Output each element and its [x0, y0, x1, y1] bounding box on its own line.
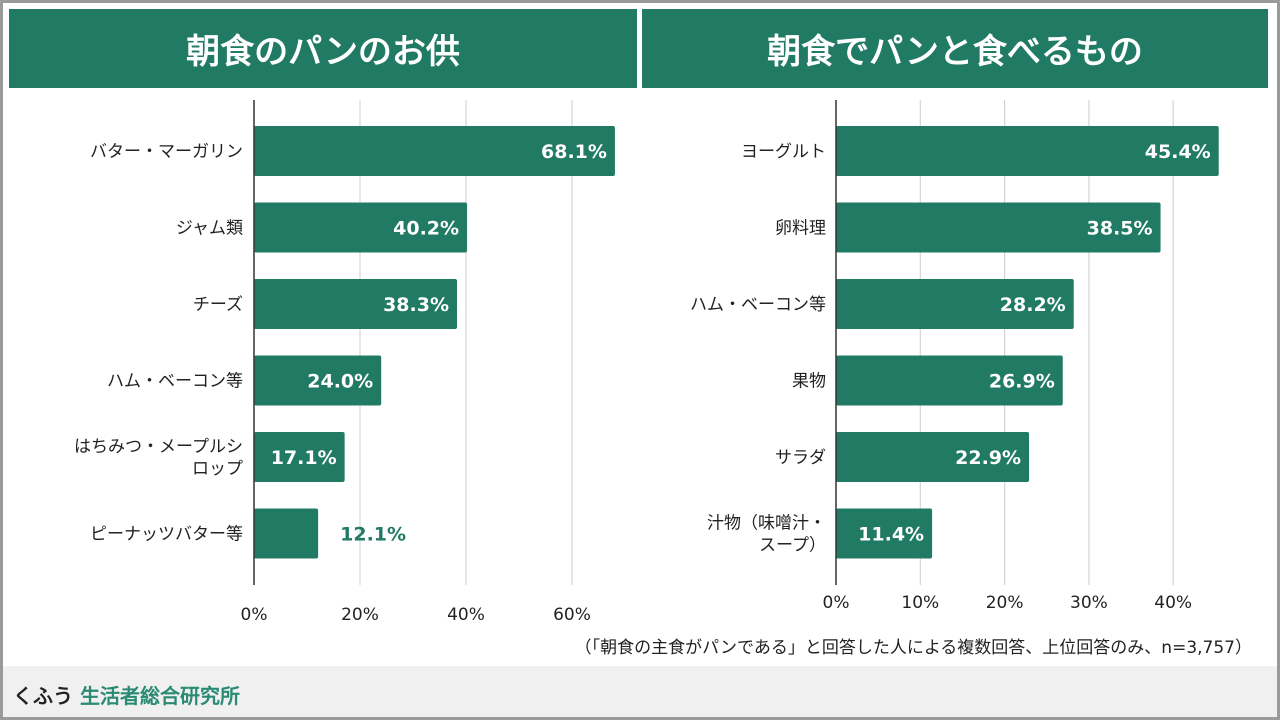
left-category-label: ピーナッツバター等 [90, 525, 243, 545]
left-bar [254, 279, 457, 329]
right-data-label: 45.4% [1145, 141, 1211, 163]
brand-prefix: くふう [13, 684, 73, 708]
right-bar [836, 432, 1030, 482]
left-category-label: チーズ [193, 295, 243, 315]
right-xtick-label: 10% [901, 593, 939, 613]
right-data-label: 26.9% [989, 371, 1055, 393]
right-data-label: 28.2% [1000, 294, 1066, 316]
left-category-label: ジャム類 [176, 219, 243, 239]
left-xtick-label: 0% [241, 605, 268, 625]
left-data-label: 24.0% [307, 371, 373, 393]
right-category-label: 果物 [792, 372, 826, 392]
left-data-label: 17.1% [271, 447, 337, 469]
left-category-label: はちみつ・メープルシ [74, 437, 243, 457]
brand-name: 生活者総合研究所 [79, 684, 240, 708]
left-chart-title: 朝食のパンのお供 [9, 9, 637, 88]
right-data-label: 38.5% [1087, 218, 1153, 240]
left-category-label: ハム・ベーコン等 [107, 372, 243, 392]
left-bar [254, 508, 319, 559]
left-data-label: 68.1% [541, 141, 607, 163]
left-xtick-label: 20% [341, 605, 379, 625]
right-bar [836, 508, 933, 559]
right-xtick-label: 30% [1070, 593, 1108, 613]
brand-logo: くふう 生活者総合研究所 [13, 680, 240, 709]
left-data-label: 40.2% [393, 218, 459, 240]
right-data-label: 11.4% [858, 524, 924, 546]
right-category-label: 汁物（味噌汁・ [707, 514, 826, 534]
left-category-label: バター・マーガリン [90, 142, 243, 162]
left-bar [254, 355, 382, 406]
left-xtick-label: 40% [447, 605, 485, 625]
right-xtick-label: 0% [823, 593, 850, 613]
right-chart-title: 朝食でパンと食べるもの [642, 9, 1268, 88]
right-category-label: スープ） [759, 536, 826, 556]
left-category-label: ロップ [192, 459, 243, 479]
right-xtick-label: 40% [1154, 593, 1192, 613]
right-bar [836, 202, 1161, 253]
right-category-label: サラダ [775, 448, 826, 468]
right-xtick-label: 20% [986, 593, 1024, 613]
right-category-label: ヨーグルト [741, 142, 826, 162]
right-category-label: ハム・ベーコン等 [690, 295, 826, 315]
left-bar [254, 126, 615, 176]
right-category-label: 卵料理 [775, 219, 826, 239]
right-data-label: 22.9% [955, 447, 1021, 469]
left-data-label: 38.3% [383, 294, 449, 316]
footnote: （「朝食の主食がパンである」と回答した人による複数回答、上位回答のみ、n=3,7… [574, 638, 1252, 658]
chart-frame [3, 3, 1277, 717]
left-data-label: 12.1% [340, 524, 406, 546]
left-bar [254, 432, 345, 482]
left-xtick-label: 60% [553, 605, 591, 625]
right-bar [836, 126, 1219, 176]
right-bar [836, 279, 1074, 329]
left-bar [254, 202, 468, 253]
footer-bar: くふう 生活者総合研究所 [3, 666, 1277, 717]
right-bar [836, 355, 1063, 406]
